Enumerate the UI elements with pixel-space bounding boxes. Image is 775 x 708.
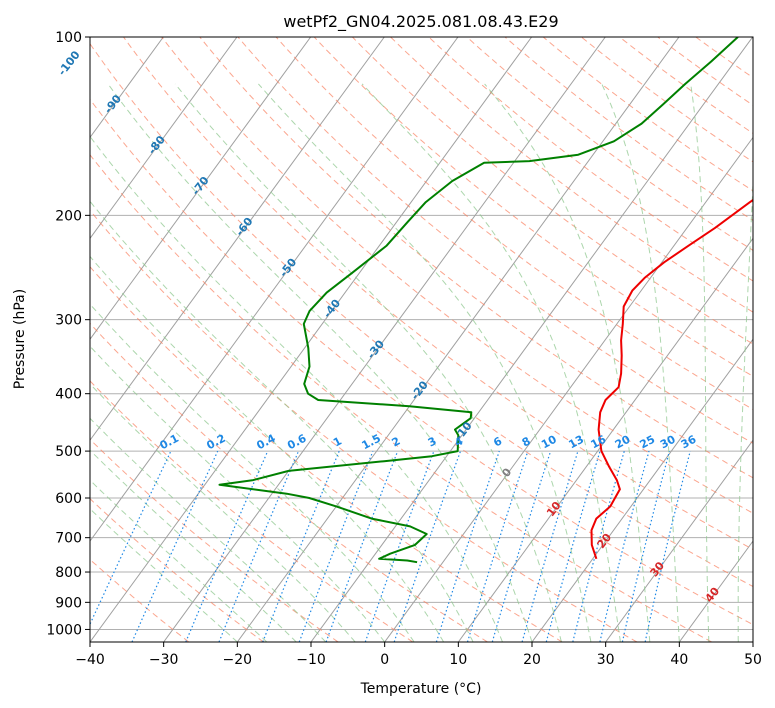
y-tick-label: 100 xyxy=(55,30,82,46)
mixing-ratio-label: 25 xyxy=(638,433,658,452)
y-tick-label: 300 xyxy=(55,313,82,329)
moist-adiabat-line xyxy=(90,200,474,642)
dry-adiabat-line xyxy=(90,153,712,642)
mixing-ratio-line xyxy=(435,450,500,642)
dry-adiabat-line xyxy=(275,37,753,411)
mixing-ratio-line xyxy=(466,450,529,642)
moist-adiabat-line xyxy=(484,83,651,642)
isotherm-line xyxy=(457,237,753,642)
mixing-ratio-line xyxy=(393,450,462,642)
moist-adiabat-line xyxy=(690,83,710,642)
isotherm-line xyxy=(90,37,459,542)
y-tick-label: 1000 xyxy=(46,622,82,638)
moist-adiabat-line xyxy=(90,479,268,642)
series-layer xyxy=(218,37,753,564)
dry-adiabat-line xyxy=(90,209,638,642)
y-axis: 100 200 300 400 500 600 700 800 900 1000 xyxy=(46,30,90,638)
moist-adiabat-line xyxy=(90,449,297,642)
mixing-ratio-line xyxy=(621,450,671,642)
mixing-ratio-line xyxy=(298,450,374,642)
x-tick-label: −40 xyxy=(75,652,105,668)
x-tick-label: 50 xyxy=(744,652,762,668)
moist-adiabat-line xyxy=(737,173,753,642)
dry-adiabat-line xyxy=(237,37,753,444)
mixing-ratio-label: 30 xyxy=(658,433,678,452)
mixing-ratio-line xyxy=(325,450,399,642)
mixing-ratio-line xyxy=(521,450,579,642)
y-tick-label: 200 xyxy=(55,208,82,224)
mixing-ratio-line xyxy=(131,450,219,642)
x-tick-label: −10 xyxy=(296,652,326,668)
isotherm-line xyxy=(163,37,606,642)
dry-adiabat-line xyxy=(90,322,488,642)
dry-adiabat-line xyxy=(90,266,563,642)
dry-adiabat-line xyxy=(90,42,753,588)
y-tick-label: 400 xyxy=(55,387,82,403)
dry-adiabat-line xyxy=(313,37,753,377)
chart-title: wetPf2_GN04.2025.081.08.43.E29 xyxy=(283,12,558,32)
x-tick-label: 10 xyxy=(449,652,467,668)
plot-frame xyxy=(89,36,754,643)
moist-adiabat-line xyxy=(258,83,592,642)
isotherm-line xyxy=(605,439,753,642)
x-tick-label: 20 xyxy=(523,652,541,668)
mixing-ratio-line xyxy=(218,450,300,642)
isotherm-line xyxy=(90,37,385,442)
isotherm-line xyxy=(90,37,312,341)
mixing-ratio-line xyxy=(545,450,601,642)
moist-adiabat-line xyxy=(90,508,238,642)
mixing-ratio-line xyxy=(364,450,435,642)
dry-adiabat-line xyxy=(90,380,414,642)
x-tick-label: 30 xyxy=(597,652,615,668)
moist-adiabat-line xyxy=(107,83,533,642)
background-lines xyxy=(90,37,753,642)
moist-adiabat-line xyxy=(90,417,327,642)
moist-adiabat-line xyxy=(361,83,621,642)
mixing-ratio-line xyxy=(644,450,691,642)
dewpoint-profile xyxy=(218,37,739,564)
mixing-ratio-line xyxy=(572,450,625,642)
isotherm-line xyxy=(90,37,238,240)
y-tick-label: 600 xyxy=(55,491,82,507)
dry-adiabat-line xyxy=(90,98,753,626)
x-tick-label: 0 xyxy=(380,652,389,668)
moist-adiabat-line xyxy=(90,303,415,642)
isotherm-line xyxy=(236,37,680,642)
isotherm-line xyxy=(90,37,533,642)
mixing-ratio-line xyxy=(599,450,650,642)
x-tick-label: −30 xyxy=(149,652,179,668)
y-tick-label: 900 xyxy=(55,595,82,611)
y-tick-label: 800 xyxy=(55,565,82,581)
y-tick-label: 700 xyxy=(55,531,82,547)
mixing-ratio-label: 36 xyxy=(679,433,699,452)
mixing-ratio-label: 13 xyxy=(566,433,586,452)
moist-adiabat-line xyxy=(90,255,445,642)
moist-adiabat-line xyxy=(90,345,386,642)
x-tick-label: −20 xyxy=(223,652,253,668)
mixing-ratio-line xyxy=(491,450,552,642)
y-tick-label: 500 xyxy=(55,444,82,460)
y-axis-label: Pressure (hPa) xyxy=(12,289,28,389)
dry-adiabat-line xyxy=(161,37,753,514)
mixing-ratio-label: 16 xyxy=(589,433,609,452)
mixing-ratio-label: 20 xyxy=(613,433,633,452)
mixing-ratio-label: 10 xyxy=(539,433,559,452)
moist-adiabat-line xyxy=(90,135,503,642)
x-axis-label: Temperature (°C) xyxy=(360,681,482,697)
moist-adiabat-line xyxy=(174,83,562,642)
moist-adiabat-line xyxy=(601,83,680,642)
mixing-ratio-line xyxy=(185,450,269,642)
dry-adiabat-line xyxy=(123,37,753,550)
x-tick-label: 40 xyxy=(670,652,688,668)
mixing-ratio-line xyxy=(262,450,340,642)
x-axis: −40 −30 −20 −10 0 10 20 30 40 50 xyxy=(75,642,762,668)
moist-adiabat-line xyxy=(90,383,356,642)
temperature-profile xyxy=(590,198,753,560)
